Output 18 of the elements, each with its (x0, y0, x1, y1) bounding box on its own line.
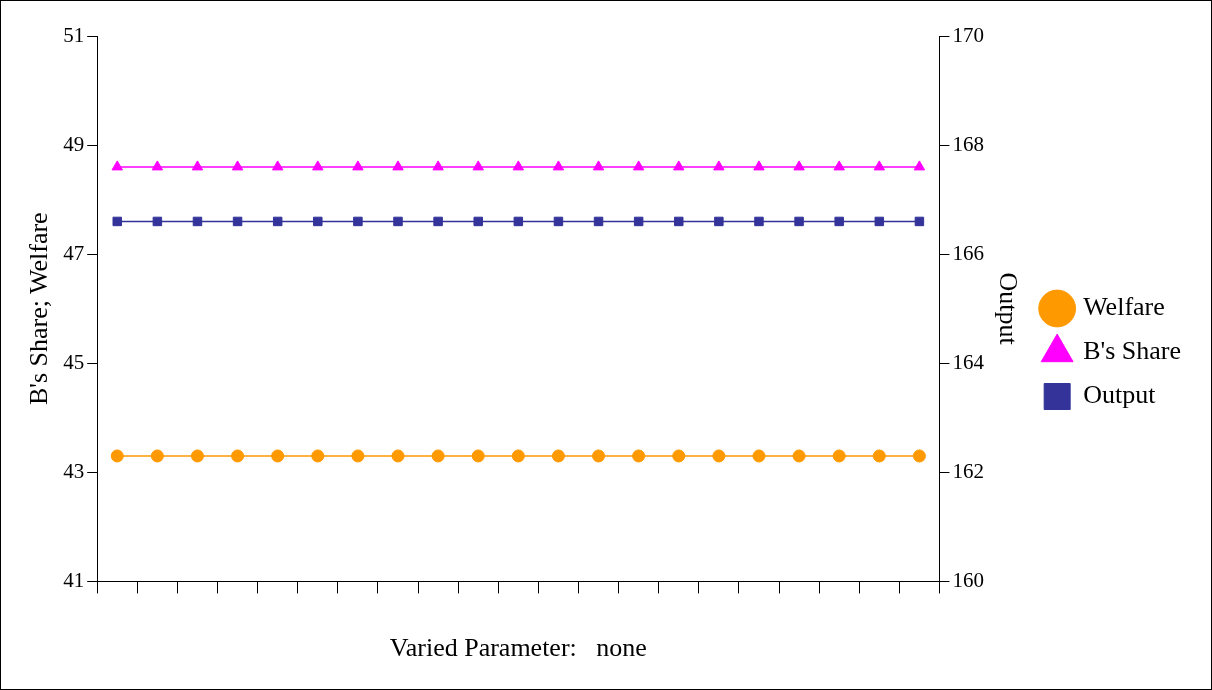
y-tick-label: 45 (63, 349, 85, 374)
y2-tick-label: 162 (952, 458, 984, 483)
y-tick-label: 51 (63, 22, 85, 47)
legend-label: B's Share (1083, 336, 1181, 366)
y2-tick-label: 168 (952, 131, 984, 156)
y-tick-label: 47 (63, 240, 85, 265)
y-tick-label: 41 (63, 567, 85, 592)
x-axis-title: Varied Parameter: none (389, 633, 647, 663)
legend-label: Output (1083, 380, 1157, 410)
y2-axis-title: Output (993, 272, 1023, 346)
legend-label: Welfare (1083, 292, 1165, 322)
y-tick-label: 49 (63, 131, 85, 156)
y-tick-label: 43 (63, 458, 85, 483)
y2-tick-label: 164 (952, 349, 985, 374)
y2-tick-label: 166 (952, 240, 984, 265)
y2-tick-label: 170 (952, 22, 984, 47)
y-axis-title: B's Share; Welfare (24, 212, 54, 406)
y2-tick-label: 160 (952, 567, 984, 592)
